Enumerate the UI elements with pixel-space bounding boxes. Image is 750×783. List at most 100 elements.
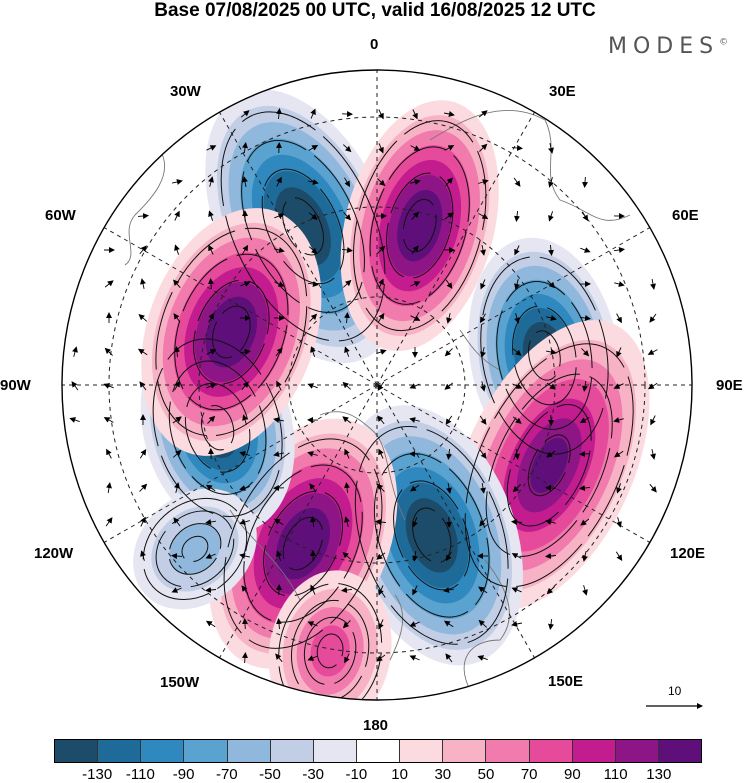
streamline [155, 227, 308, 437]
wind-vector [580, 518, 590, 526]
colorbar-tick-label: -70 [215, 766, 238, 783]
wind-vector [616, 313, 622, 324]
wind-vector [582, 381, 588, 392]
wind-vector [377, 245, 386, 254]
colorbar-swatch [529, 740, 573, 762]
streamline-ring-group [353, 120, 487, 332]
wind-vector [548, 211, 554, 222]
wind-vector [174, 210, 180, 221]
wind-vector [242, 618, 248, 630]
streamline [506, 404, 592, 527]
wind-vector [615, 551, 623, 562]
wind-vector [276, 618, 282, 630]
wind-vector [546, 382, 556, 390]
wind-vector [443, 620, 454, 628]
wind-vector [344, 448, 350, 459]
wind-vector [273, 247, 285, 253]
wind-vector [647, 382, 658, 390]
wind-vector [478, 179, 489, 185]
wind-vector [342, 620, 351, 629]
wind-vector [511, 621, 522, 627]
streamline [512, 305, 577, 406]
wind-vector [242, 176, 248, 187]
wind-vector [344, 312, 350, 324]
streamline [373, 453, 490, 618]
streamline-ring-group [220, 111, 386, 342]
wind-vector [105, 517, 113, 527]
streamline [184, 382, 251, 473]
wind-vector [241, 381, 249, 391]
wind-vector [376, 349, 387, 355]
wind-vector [410, 281, 421, 287]
colorbar [54, 739, 702, 763]
wind-vector [378, 109, 384, 120]
wind-vector [650, 449, 656, 460]
meridian-line [90, 219, 378, 386]
colorbar-tick-label: 90 [564, 766, 581, 783]
wind-vector [174, 380, 181, 391]
wind-vector [71, 381, 79, 391]
anomaly-contour-band [416, 513, 447, 558]
colorbar-swatch [400, 740, 444, 762]
colorbar-swatch [615, 740, 659, 762]
streamline [480, 256, 609, 455]
lon-label-120e: 120E [670, 545, 706, 562]
wind-vector [444, 382, 454, 390]
wind-vector [208, 278, 214, 290]
wind-vector [309, 483, 317, 493]
wind-vector [174, 346, 180, 358]
wind-vector [445, 551, 452, 562]
wind-vector [649, 313, 657, 323]
streamline [369, 146, 470, 305]
wind-vector [582, 176, 588, 188]
wind-vector [104, 347, 113, 356]
wind-vector [409, 417, 420, 423]
colorbar-tick-label: 10 [391, 766, 408, 783]
wind-vector [274, 281, 285, 287]
wind-vector [616, 483, 622, 494]
wind-vector [344, 516, 350, 527]
wind-vector [411, 211, 420, 221]
wind-vector [208, 210, 214, 221]
wind-vector [137, 213, 149, 219]
wind-vector [375, 519, 387, 525]
wind-vector [479, 449, 487, 459]
streamline [241, 139, 365, 313]
wind-vector [240, 349, 251, 355]
wind-vector [613, 417, 624, 423]
wind-vector [173, 279, 181, 288]
wind-vector [103, 417, 114, 423]
wind-vector [479, 415, 487, 425]
negative-anomaly-center [133, 488, 257, 610]
wind-vector [480, 483, 486, 494]
wind-vector [649, 483, 657, 493]
wind-vector [409, 383, 420, 389]
wind-vector [582, 551, 588, 562]
wind-vector [410, 484, 420, 492]
colorbar-tick-label: -90 [172, 766, 195, 783]
wind-vector [580, 247, 591, 253]
lon-label-150e: 150E [548, 673, 584, 690]
wind-vector [341, 587, 353, 593]
streamline [290, 599, 370, 700]
streamline [353, 120, 487, 332]
wind-vector [139, 448, 147, 459]
wind-vector [377, 312, 385, 323]
wind-vector [479, 517, 487, 527]
wind-vector [478, 110, 488, 118]
wind-vector [206, 349, 217, 355]
wind-vector [480, 279, 486, 290]
streamline [261, 168, 345, 285]
meridian-line [90, 384, 378, 551]
streamline [528, 330, 561, 381]
wind-vector [205, 587, 217, 593]
wind-vector [376, 654, 386, 662]
wind-vector [310, 584, 316, 595]
wind-vector [511, 519, 523, 525]
wind-vector [548, 244, 554, 256]
wind-vector [276, 176, 282, 187]
wind-vector [239, 485, 250, 491]
wind-vector [104, 280, 114, 288]
colorbar-swatch [98, 740, 142, 762]
wind-vector [207, 415, 216, 424]
